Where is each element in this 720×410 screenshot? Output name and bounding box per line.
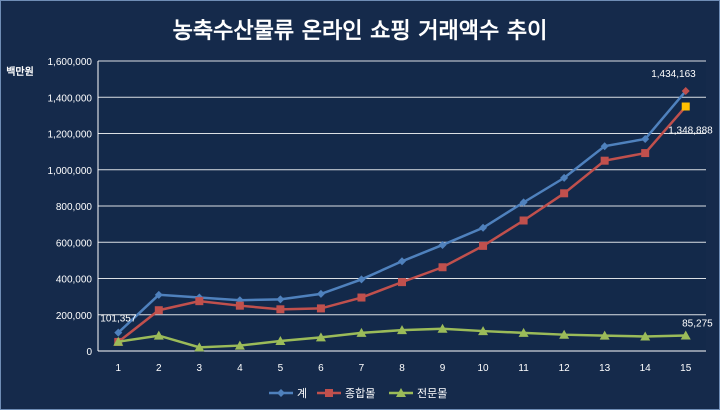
y-tick-label: 1,600,000 xyxy=(48,57,93,68)
y-tick-label: 600,000 xyxy=(56,238,93,249)
data-point xyxy=(479,223,488,232)
x-tick-label: 4 xyxy=(237,363,243,374)
data-point xyxy=(437,323,448,333)
data-point xyxy=(195,297,204,306)
y-tick-label: 1,000,000 xyxy=(48,166,93,177)
legend-label: 종합몰 xyxy=(345,387,375,400)
data-point xyxy=(114,328,123,337)
data-point xyxy=(275,336,286,346)
x-tick-label: 11 xyxy=(518,363,529,374)
legend-marker xyxy=(277,389,285,397)
x-tick-label: 6 xyxy=(318,363,324,374)
data-point xyxy=(276,305,285,314)
x-tick-label: 12 xyxy=(559,363,571,374)
data-point xyxy=(641,134,650,143)
x-tick-label: 14 xyxy=(640,363,652,374)
data-point xyxy=(681,87,690,96)
data-point xyxy=(599,330,610,340)
data-point xyxy=(194,342,205,352)
data-point xyxy=(235,301,244,310)
y-tick-label: 800,000 xyxy=(56,202,93,213)
data-point xyxy=(154,306,163,315)
y-tick-label: 400,000 xyxy=(56,275,93,286)
y-tick-label: 0 xyxy=(86,347,92,358)
data-label: 1,348,888 xyxy=(668,126,713,137)
data-point xyxy=(438,263,447,272)
data-point xyxy=(680,330,691,340)
data-point xyxy=(518,327,529,337)
data-point xyxy=(398,278,406,287)
x-tick-label: 13 xyxy=(599,363,611,374)
legend-label: 전문몰 xyxy=(417,387,447,400)
data-point xyxy=(438,240,447,249)
x-tick-label: 10 xyxy=(478,363,490,374)
data-point xyxy=(560,173,569,182)
x-tick-label: 5 xyxy=(278,363,284,374)
data-label: 85,275 xyxy=(682,319,713,330)
data-point xyxy=(234,340,245,350)
x-tick-label: 9 xyxy=(440,363,446,374)
data-point xyxy=(478,326,489,336)
x-tick-label: 8 xyxy=(399,363,405,374)
y-tick-label: 1,400,000 xyxy=(48,93,93,104)
data-point xyxy=(357,275,366,284)
data-point xyxy=(276,295,285,304)
x-tick-label: 1 xyxy=(115,363,121,374)
y-tick-label: 200,000 xyxy=(56,311,93,322)
data-point xyxy=(600,142,609,151)
legend-label: 계 xyxy=(297,387,307,400)
data-label: 101,357 xyxy=(100,314,137,325)
x-tick-label: 3 xyxy=(197,363,203,374)
x-tick-label: 2 xyxy=(156,363,162,374)
y-tick-label: 1,200,000 xyxy=(48,130,93,141)
data-point xyxy=(559,329,570,339)
data-point xyxy=(519,216,528,225)
data-label: 1,434,163 xyxy=(651,69,696,80)
data-point xyxy=(560,189,569,198)
data-point xyxy=(397,325,407,335)
data-point xyxy=(479,241,488,250)
data-point xyxy=(154,290,163,299)
data-point xyxy=(519,198,528,207)
data-point xyxy=(640,331,651,341)
data-point xyxy=(600,156,609,165)
data-point xyxy=(153,330,164,340)
data-point xyxy=(398,257,406,266)
data-point xyxy=(641,149,650,158)
data-point xyxy=(356,327,367,337)
data-point xyxy=(357,293,366,302)
legend-marker xyxy=(396,388,406,397)
legend-marker xyxy=(325,389,333,397)
data-point xyxy=(316,304,325,313)
data-point xyxy=(316,289,325,298)
data-point xyxy=(681,102,690,111)
data-point xyxy=(315,332,326,342)
chart-title: 농축수산물류 온라인 쇼핑 거래액수 추이 xyxy=(172,19,548,44)
x-tick-label: 15 xyxy=(680,363,692,374)
y-axis-label: 백만원 xyxy=(6,67,34,78)
x-tick-label: 7 xyxy=(359,363,365,374)
data-point xyxy=(113,336,124,346)
